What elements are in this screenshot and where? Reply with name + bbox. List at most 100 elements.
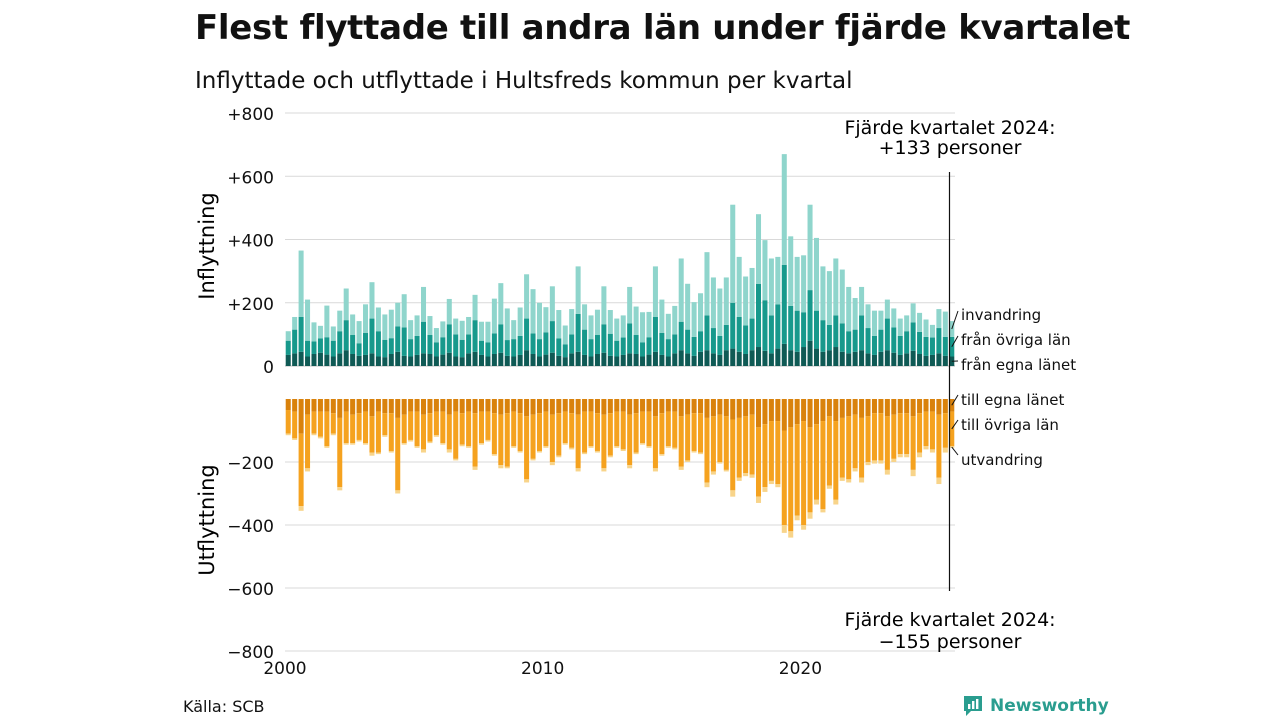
bar-inflow-0 — [549, 352, 555, 366]
bar-outflow-1 — [395, 417, 401, 491]
bar-outflow-0 — [324, 399, 330, 412]
bar-outflow-2 — [640, 443, 646, 445]
bar-inflow-2 — [717, 288, 723, 336]
bar-inflow-0 — [826, 350, 832, 366]
bar-inflow-1 — [356, 343, 362, 356]
bar-inflow-2 — [556, 310, 562, 339]
bar-inflow-2 — [801, 255, 807, 313]
bar-inflow-2 — [420, 286, 427, 322]
bar-inflow-0 — [788, 350, 794, 366]
bar-inflow-2 — [292, 316, 298, 330]
bar-outflow-2 — [794, 515, 800, 521]
bar-outflow-1 — [569, 413, 575, 448]
bar-inflow-2 — [710, 277, 716, 329]
bar-outflow-0 — [640, 399, 646, 412]
y-tick-label: +800 — [227, 105, 274, 125]
bar-inflow-2 — [588, 315, 594, 340]
bar-outflow-2 — [408, 439, 414, 442]
bar-inflow-2 — [285, 331, 291, 341]
bar-inflow-0 — [337, 353, 343, 366]
bar-outflow-2 — [588, 446, 594, 448]
bar-outflow-1 — [640, 411, 646, 444]
bar-inflow-0 — [917, 353, 923, 366]
bar-outflow-2 — [929, 449, 935, 453]
bar-outflow-0 — [833, 399, 839, 422]
bar-inflow-0 — [736, 351, 742, 366]
bar-inflow-1 — [311, 341, 317, 354]
x-tick-label: 2010 — [521, 659, 564, 679]
bar-inflow-0 — [588, 356, 594, 366]
bar-inflow-1 — [749, 318, 755, 351]
bar-outflow-1 — [846, 416, 852, 480]
bar-outflow-1 — [942, 413, 948, 448]
bar-inflow-2 — [659, 299, 665, 333]
bar-outflow-1 — [517, 413, 523, 451]
bar-inflow-0 — [865, 353, 871, 366]
bar-inflow-1 — [466, 334, 472, 354]
bar-outflow-1 — [363, 411, 369, 444]
bar-inflow-0 — [659, 354, 665, 366]
bar-inflow-0 — [846, 353, 852, 366]
newsworthy-logo-icon — [964, 696, 982, 716]
bar-outflow-0 — [820, 399, 826, 422]
bar-inflow-1 — [388, 338, 394, 354]
bar-inflow-0 — [414, 354, 420, 366]
bar-inflow-2 — [665, 313, 671, 340]
bar-outflow-1 — [678, 416, 684, 467]
bar-outflow-1 — [530, 414, 536, 459]
bar-inflow-1 — [401, 327, 407, 356]
brand-name: Newsworthy — [990, 696, 1109, 716]
bar-inflow-2 — [363, 304, 369, 333]
bar-outflow-0 — [350, 399, 356, 415]
bar-outflow-0 — [923, 399, 929, 412]
bar-outflow-0 — [627, 399, 633, 415]
legend-leader — [951, 419, 959, 430]
bar-inflow-2 — [652, 266, 658, 317]
bar-outflow-0 — [768, 399, 774, 422]
bar-outflow-1 — [536, 413, 542, 451]
bar-inflow-1 — [485, 342, 491, 357]
bar-outflow-2 — [601, 468, 607, 472]
bar-inflow-1 — [736, 316, 742, 352]
bar-inflow-1 — [801, 312, 807, 348]
bar-inflow-1 — [588, 339, 594, 357]
bar-outflow-2 — [317, 436, 323, 439]
bar-inflow-2 — [401, 294, 407, 328]
legend-label-inflow: från övriga län — [961, 331, 1071, 349]
bar-outflow-1 — [440, 411, 446, 444]
bar-outflow-0 — [929, 399, 935, 412]
bar-outflow-2 — [343, 443, 349, 445]
bar-outflow-2 — [775, 484, 781, 488]
bar-outflow-1 — [775, 421, 781, 485]
bar-inflow-0 — [620, 354, 626, 366]
brand-logo[interactable]: Newsworthy — [962, 693, 1109, 719]
bar-inflow-1 — [453, 334, 459, 357]
bar-outflow-0 — [749, 399, 755, 415]
bar-outflow-0 — [704, 399, 710, 418]
bar-outflow-0 — [755, 399, 762, 428]
bar-inflow-1 — [440, 337, 446, 355]
annotation-bottom-line2: −155 personer — [879, 631, 1022, 653]
bar-outflow-1 — [453, 411, 459, 459]
bar-inflow-2 — [536, 302, 542, 340]
bar-outflow-1 — [865, 416, 871, 462]
bar-outflow-1 — [820, 421, 826, 510]
bar-outflow-2 — [788, 531, 794, 538]
bar-inflow-0 — [369, 353, 375, 366]
bar-inflow-2 — [762, 240, 768, 301]
bar-inflow-0 — [730, 348, 736, 366]
bar-outflow-0 — [646, 399, 652, 412]
y-tick-label: +200 — [227, 295, 274, 315]
bar-outflow-0 — [292, 399, 298, 412]
bar-inflow-0 — [614, 356, 620, 366]
bar-inflow-2 — [620, 315, 626, 338]
bar-outflow-0 — [395, 399, 401, 418]
bar-inflow-1 — [762, 300, 768, 351]
bar-inflow-2 — [530, 289, 536, 334]
bar-inflow-1 — [562, 344, 568, 358]
bar-outflow-0 — [517, 399, 523, 414]
bar-inflow-1 — [343, 320, 349, 351]
bar-outflow-0 — [511, 399, 517, 412]
bar-outflow-2 — [846, 479, 852, 483]
bar-outflow-1 — [852, 414, 858, 469]
